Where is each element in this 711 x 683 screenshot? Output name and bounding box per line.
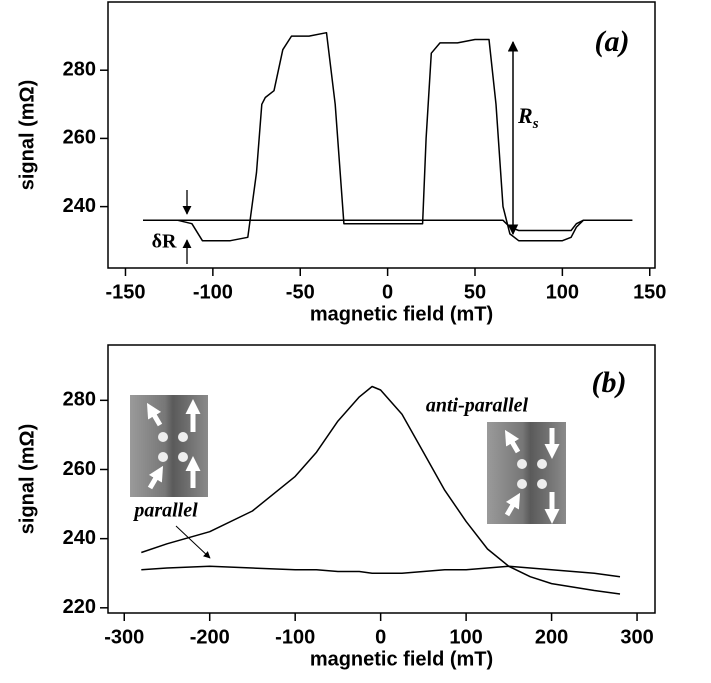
y-tick-label: 220 bbox=[63, 596, 96, 618]
y-tick-label: 260 bbox=[63, 127, 96, 149]
x-tick-label: 0 bbox=[375, 626, 386, 648]
data-line bbox=[141, 565, 621, 578]
x-tick-label: 50 bbox=[464, 281, 486, 303]
x-tick-label: 0 bbox=[382, 281, 393, 303]
parallel-label: parallel bbox=[132, 500, 198, 522]
x-tick-label: -100 bbox=[193, 281, 233, 303]
x-axis-label: magnetic field (mT) bbox=[310, 648, 493, 670]
data-line bbox=[143, 31, 633, 242]
plot-frame bbox=[107, 344, 656, 614]
x-tick-label: -200 bbox=[190, 626, 230, 648]
data-line bbox=[141, 385, 621, 595]
x-tick-label: 100 bbox=[546, 281, 579, 303]
y-tick-label: 240 bbox=[63, 527, 96, 549]
x-tick-label: -50 bbox=[286, 281, 315, 303]
delta-r-label: δR bbox=[152, 231, 177, 253]
inset-parallel bbox=[130, 395, 208, 497]
data-line bbox=[143, 219, 633, 232]
panel-label: (b) bbox=[592, 366, 627, 399]
parallel-arrow bbox=[175, 525, 211, 559]
plot-frame bbox=[107, 1, 656, 269]
y-tick-label: 280 bbox=[63, 389, 96, 411]
anti-parallel-label: anti-parallel bbox=[426, 395, 529, 417]
rs-label: Rs bbox=[517, 103, 539, 132]
y-tick-label: 240 bbox=[63, 195, 96, 217]
panel-label: (a) bbox=[595, 25, 630, 58]
x-tick-label: 150 bbox=[633, 281, 666, 303]
x-tick-label: 200 bbox=[535, 626, 568, 648]
x-tick-label: -100 bbox=[275, 626, 315, 648]
y-tick-label: 280 bbox=[63, 58, 96, 80]
x-tick-label: -150 bbox=[105, 281, 145, 303]
x-tick-label: 100 bbox=[449, 626, 482, 648]
x-axis-label: magnetic field (mT) bbox=[310, 303, 493, 325]
y-tick-label: 260 bbox=[63, 458, 96, 480]
inset-anti-parallel bbox=[487, 422, 566, 524]
x-tick-label: 300 bbox=[620, 626, 653, 648]
x-tick-label: -300 bbox=[104, 626, 144, 648]
y-axis-label: signal (mΩ) bbox=[16, 80, 38, 191]
y-axis-label: signal (mΩ) bbox=[16, 424, 38, 535]
